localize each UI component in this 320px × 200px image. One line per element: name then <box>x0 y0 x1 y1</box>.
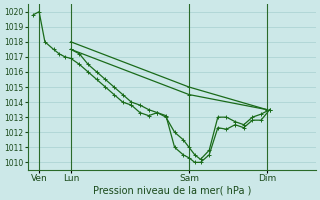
X-axis label: Pression niveau de la mer( hPa ): Pression niveau de la mer( hPa ) <box>92 186 251 196</box>
